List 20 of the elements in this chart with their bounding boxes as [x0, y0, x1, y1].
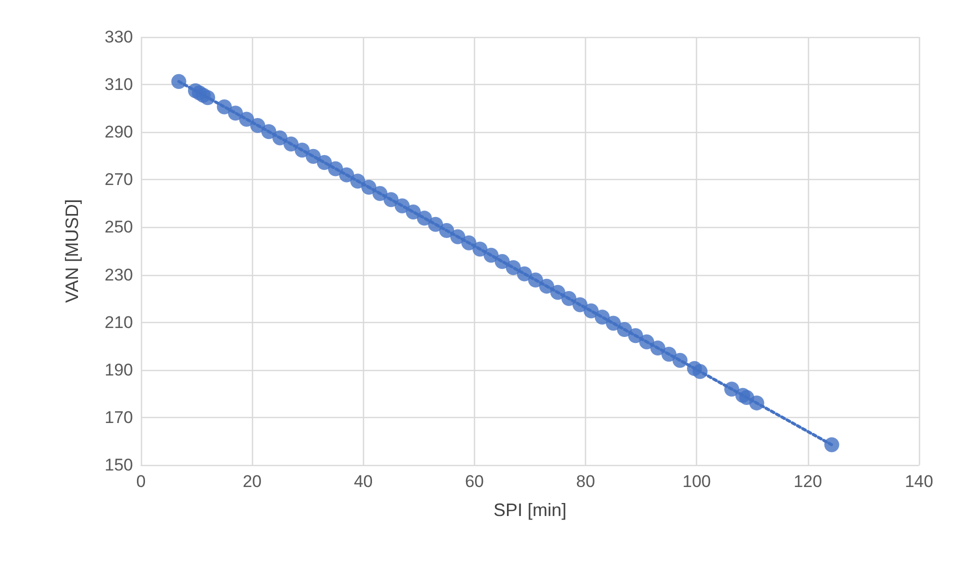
y-axis-title: VAN [MUSD] [62, 199, 82, 303]
x-tick-label: 0 [136, 472, 146, 491]
y-tick-label: 210 [104, 312, 133, 332]
x-tick-label: 60 [464, 472, 484, 491]
x-tick-label: 120 [794, 472, 822, 491]
x-tick-label: 100 [682, 472, 711, 491]
x-tick-label: 40 [354, 472, 373, 491]
y-tick-label: 190 [104, 360, 133, 380]
y-tick-label: 330 [104, 28, 133, 46]
y-tick-label: 310 [104, 75, 133, 94]
x-tick-label: 140 [904, 472, 934, 491]
y-tick-label: 290 [104, 122, 133, 142]
x-tick-label: 20 [242, 472, 262, 491]
y-tick-label: 170 [104, 408, 133, 427]
y-tick-label: 250 [104, 218, 133, 237]
x-axis-title: SPI [min] [493, 500, 567, 520]
x-tick-label: 80 [576, 472, 596, 491]
y-tick-label: 230 [104, 265, 133, 284]
y-tick-label: 270 [104, 170, 133, 190]
y-tick-label: 150 [104, 456, 133, 474]
